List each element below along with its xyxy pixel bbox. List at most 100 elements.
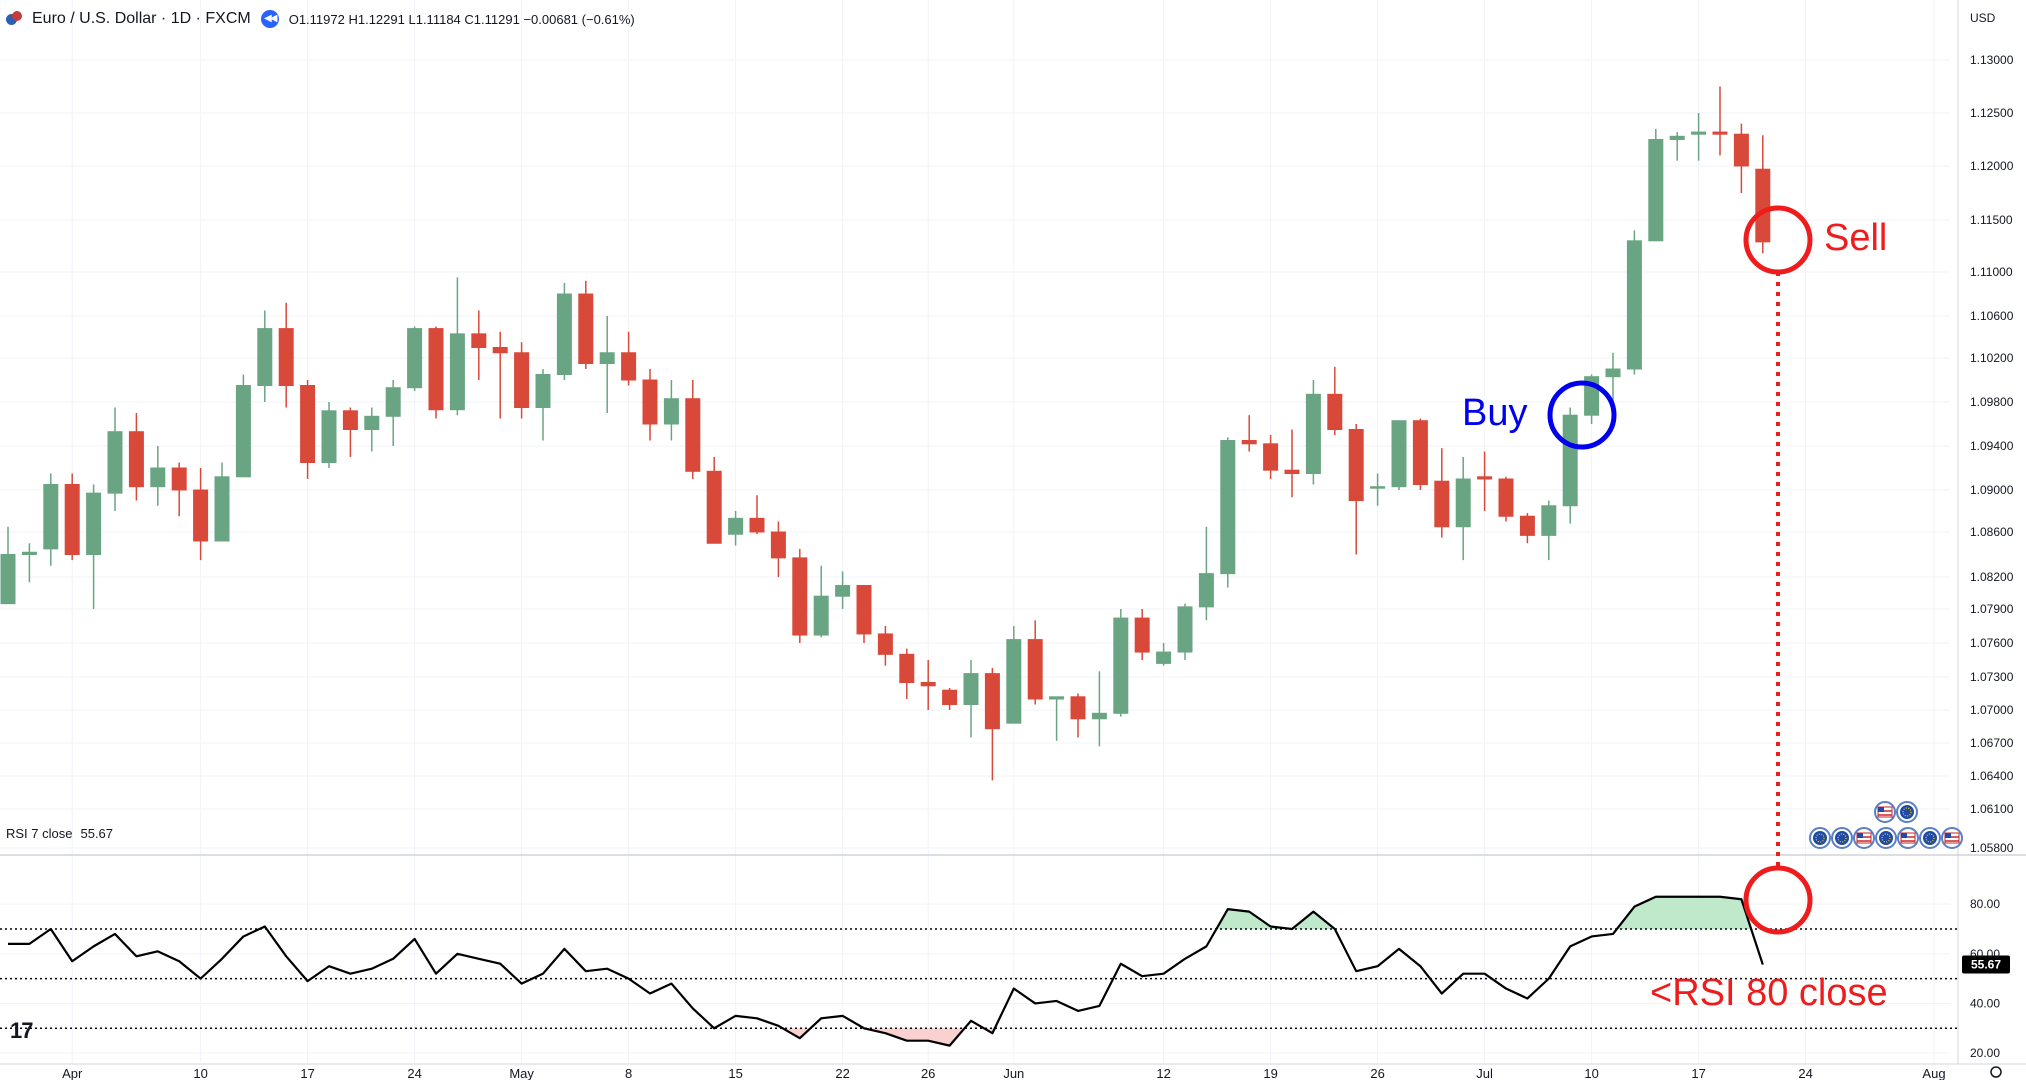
candle-body: [1284, 469, 1300, 475]
price-tick-label: 1.09800: [1970, 395, 2014, 409]
candle-body: [492, 347, 508, 354]
candle-body: [920, 682, 936, 687]
low-value: L1.11184: [408, 11, 461, 27]
eu-stars-icon: [1902, 807, 1912, 817]
price-tick-label: 1.08600: [1970, 525, 2014, 539]
economic-event-flags[interactable]: [1809, 801, 1963, 849]
us-canton-icon: [1878, 807, 1884, 812]
settings-gear-icon: [1990, 1066, 2002, 1078]
price-tick-label: 1.07600: [1970, 636, 2014, 650]
open-value: O1.11972: [288, 11, 345, 27]
candle-body: [1669, 135, 1685, 141]
candle-body: [1220, 440, 1236, 575]
currency-label: USD: [1970, 11, 1996, 25]
rsi-legend[interactable]: RSI 7 close 55.67: [6, 826, 113, 841]
candle-body: [1733, 133, 1749, 167]
candle-body: [514, 352, 530, 408]
eu-flag-fill-icon: [1923, 831, 1937, 845]
time-tick-label: 17: [300, 1066, 314, 1080]
candle-body: [556, 293, 572, 375]
candle-body: [835, 585, 851, 597]
candle-body: [535, 374, 551, 408]
tradingview-logo-icon[interactable]: 17: [10, 1018, 34, 1043]
candle-body: [1006, 639, 1022, 724]
rsi-overbought-fill: [1616, 896, 1752, 929]
eu-flag-fill-icon: [1813, 831, 1827, 845]
candle-body: [1263, 443, 1279, 471]
candle-body: [257, 328, 273, 387]
candle-body: [621, 352, 637, 381]
candle-body: [1134, 617, 1150, 653]
candle-body: [1305, 393, 1321, 474]
candle-body: [685, 398, 701, 472]
ohlc-readout: O1.11972 H1.12291 L1.11184 C1.11291 −0.0…: [289, 12, 635, 27]
us-canton-icon: [1857, 833, 1863, 838]
candle-body: [64, 484, 80, 555]
rsi-tick-label: 80.00: [1970, 897, 2000, 911]
price-tick-label: 1.12500: [1970, 106, 2014, 120]
symbol-title[interactable]: Euro / U.S. Dollar · 1D · FXCM: [32, 10, 251, 27]
price-tick-label: 1.11500: [1970, 213, 2013, 227]
candle-body: [578, 293, 594, 364]
eu-flag-fill-icon: [1879, 831, 1893, 845]
time-tick-label: 15: [728, 1066, 742, 1080]
time-tick-label: 24: [407, 1066, 421, 1080]
candle-body: [1562, 414, 1578, 507]
rsi-overbought-fill: [1216, 909, 1292, 929]
time-tick-label: 22: [835, 1066, 849, 1080]
price-tick-label: 1.11000: [1970, 265, 2013, 279]
eu-stars-icon: [1815, 833, 1825, 843]
buy-marker-circle: [1547, 380, 1617, 450]
candlestick-series: [0, 86, 1771, 781]
candle-body: [449, 333, 465, 411]
candle-body: [43, 484, 59, 550]
candle-body: [428, 328, 444, 411]
price-tick-label: 1.07900: [1970, 602, 2014, 616]
candle-body: [942, 689, 958, 706]
candle-body: [792, 557, 808, 636]
candle-body: [728, 517, 744, 535]
candle-body: [1070, 696, 1086, 720]
price-axis: 1.05800 1.06100 1.06400 1.06700 1.07000 1.073…: [1970, 11, 2014, 1060]
candle-body: [86, 492, 102, 555]
time-tick-label: 26: [1370, 1066, 1384, 1080]
sell-label: Sell: [1824, 217, 1887, 259]
candle-body: [321, 410, 337, 463]
eu-stars-icon: [1881, 833, 1891, 843]
price-tick-label: 1.09400: [1970, 439, 2014, 453]
candle-body: [1049, 696, 1065, 700]
candle-body: [1198, 573, 1214, 608]
candle-body: [21, 551, 37, 555]
time-tick-label: Jun: [1003, 1066, 1024, 1080]
candle-body: [1626, 240, 1642, 370]
replay-rewind-icon[interactable]: ◀◀: [260, 10, 279, 28]
price-tick-label: 1.07000: [1970, 703, 2014, 717]
time-tick-label: 17: [1691, 1066, 1705, 1080]
candle-body: [342, 410, 358, 430]
us-canton-icon: [1945, 833, 1951, 838]
candle-body: [1391, 420, 1407, 488]
price-tick-label: 1.06100: [1970, 802, 2014, 816]
candle-body: [706, 470, 722, 544]
time-tick-label: 24: [1798, 1066, 1812, 1080]
candle-body: [749, 517, 765, 533]
rsi-last-value-badge: [1962, 955, 2010, 974]
eu-us-flag-icon: [6, 11, 22, 27]
candle-body: [471, 333, 487, 349]
annotations: Buy Sell <RSI 80 close: [1462, 205, 1888, 1014]
candle-body: [1370, 486, 1386, 489]
time-axis: Apr 10 17 24 May 8 15 22 26 Jun 12 19 26 Jul 10 17 24 Aug: [62, 1066, 2002, 1080]
time-tick-label: 19: [1263, 1066, 1277, 1080]
candle-body: [856, 585, 872, 635]
candle-body: [813, 595, 829, 636]
chart-header: Euro / U.S. Dollar · 1D · FXCM ◀◀ O1.119…: [6, 6, 635, 32]
time-tick-label: May: [509, 1066, 534, 1080]
time-tick-label: 10: [1584, 1066, 1598, 1080]
change-value: −0.00681 (−0.61%): [523, 11, 635, 27]
candle-body: [770, 531, 786, 559]
candle-body: [642, 379, 658, 425]
rsi-tick-label: 40.00: [1970, 996, 2000, 1010]
price-tick-label: 1.06400: [1970, 769, 2014, 783]
rsi-close-label: <RSI 80 close: [1650, 972, 1888, 1014]
